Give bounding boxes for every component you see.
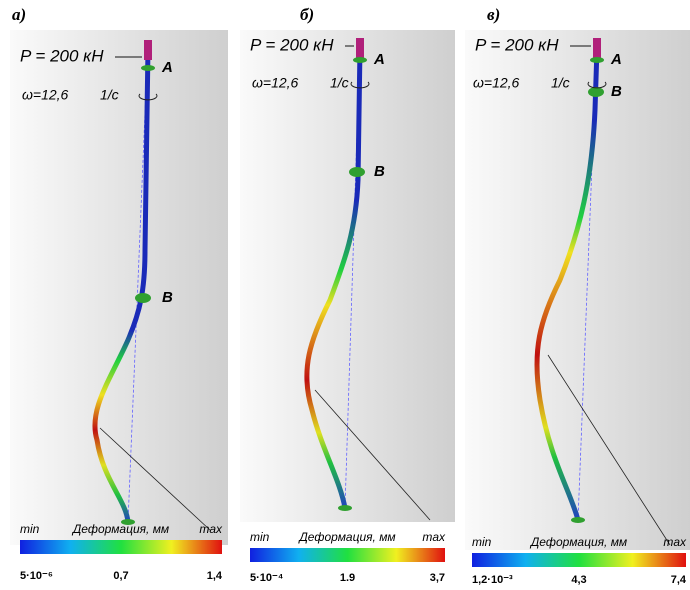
omega-label: ω=12,6 [252, 75, 299, 91]
point-a: A [161, 59, 173, 76]
omega-label: ω=12,6 [22, 87, 69, 103]
omega-unit: 1/с [100, 87, 119, 103]
colorbar-tick: 0,7 [113, 570, 128, 582]
panel-label: а) [12, 5, 26, 24]
panel-background [465, 30, 690, 550]
pointer-arrow [314, 389, 431, 521]
load-label: P = 200 кН [20, 46, 104, 65]
legend-title: Деформация, мм [297, 530, 395, 544]
panel-label: в) [487, 5, 500, 24]
legend-min: min [20, 522, 40, 536]
colorbar-tick: 3,7 [430, 572, 445, 584]
point-a: A [373, 51, 385, 68]
load-head [144, 40, 152, 60]
point-b: B [162, 289, 173, 306]
colorbar-tick: 1.9 [340, 572, 355, 584]
support-b [588, 87, 604, 97]
point-a: A [610, 51, 622, 68]
colorbar-tick: 4,3 [571, 574, 586, 586]
pointer-arrow [547, 354, 671, 546]
point-b: B [611, 83, 622, 100]
rotation-arrow [138, 93, 158, 101]
support-bottom [121, 519, 135, 525]
support-a [590, 57, 604, 63]
shaft [304, 47, 363, 509]
load-label: P = 200 кН [250, 35, 334, 54]
colorbar-tick: 1,4 [207, 570, 223, 582]
omega-unit: 1/с [551, 75, 570, 91]
panel-background [240, 30, 455, 522]
shaft [534, 47, 600, 521]
support-a [353, 57, 367, 63]
rotation-arrow [587, 81, 607, 89]
support-bottom [571, 517, 585, 523]
colorbar [20, 540, 222, 554]
pointer-arrow [99, 427, 211, 531]
support-a [141, 65, 155, 71]
omega-label: ω=12,6 [473, 75, 520, 91]
support-b [349, 167, 365, 177]
legend-max: max [663, 535, 687, 549]
legend-min: min [472, 535, 492, 549]
load-head [356, 38, 364, 58]
load-label: P = 200 кН [475, 35, 559, 54]
legend-max: max [199, 522, 223, 536]
point-b: B [374, 163, 385, 180]
colorbar [472, 553, 686, 567]
rotation-arrow [350, 81, 370, 89]
panel-label: б) [300, 5, 314, 24]
colorbar [250, 548, 445, 562]
legend-title: Деформация, мм [71, 522, 169, 536]
colorbar-tick: 7,4 [671, 574, 687, 586]
legend-max: max [422, 530, 446, 544]
colorbar-tick: 5·10⁻⁶ [20, 570, 53, 582]
omega-unit: 1/с [330, 75, 349, 91]
legend-min: min [250, 530, 270, 544]
support-b [135, 293, 151, 303]
legend-title: Деформация, мм [529, 535, 627, 549]
colorbar-tick: 5·10⁻⁴ [250, 572, 283, 584]
load-head [593, 38, 601, 58]
panel-background [10, 30, 228, 545]
colorbar-tick: 1,2·10⁻³ [472, 574, 513, 586]
support-bottom [338, 505, 352, 511]
axis-dashed [344, 37, 361, 509]
